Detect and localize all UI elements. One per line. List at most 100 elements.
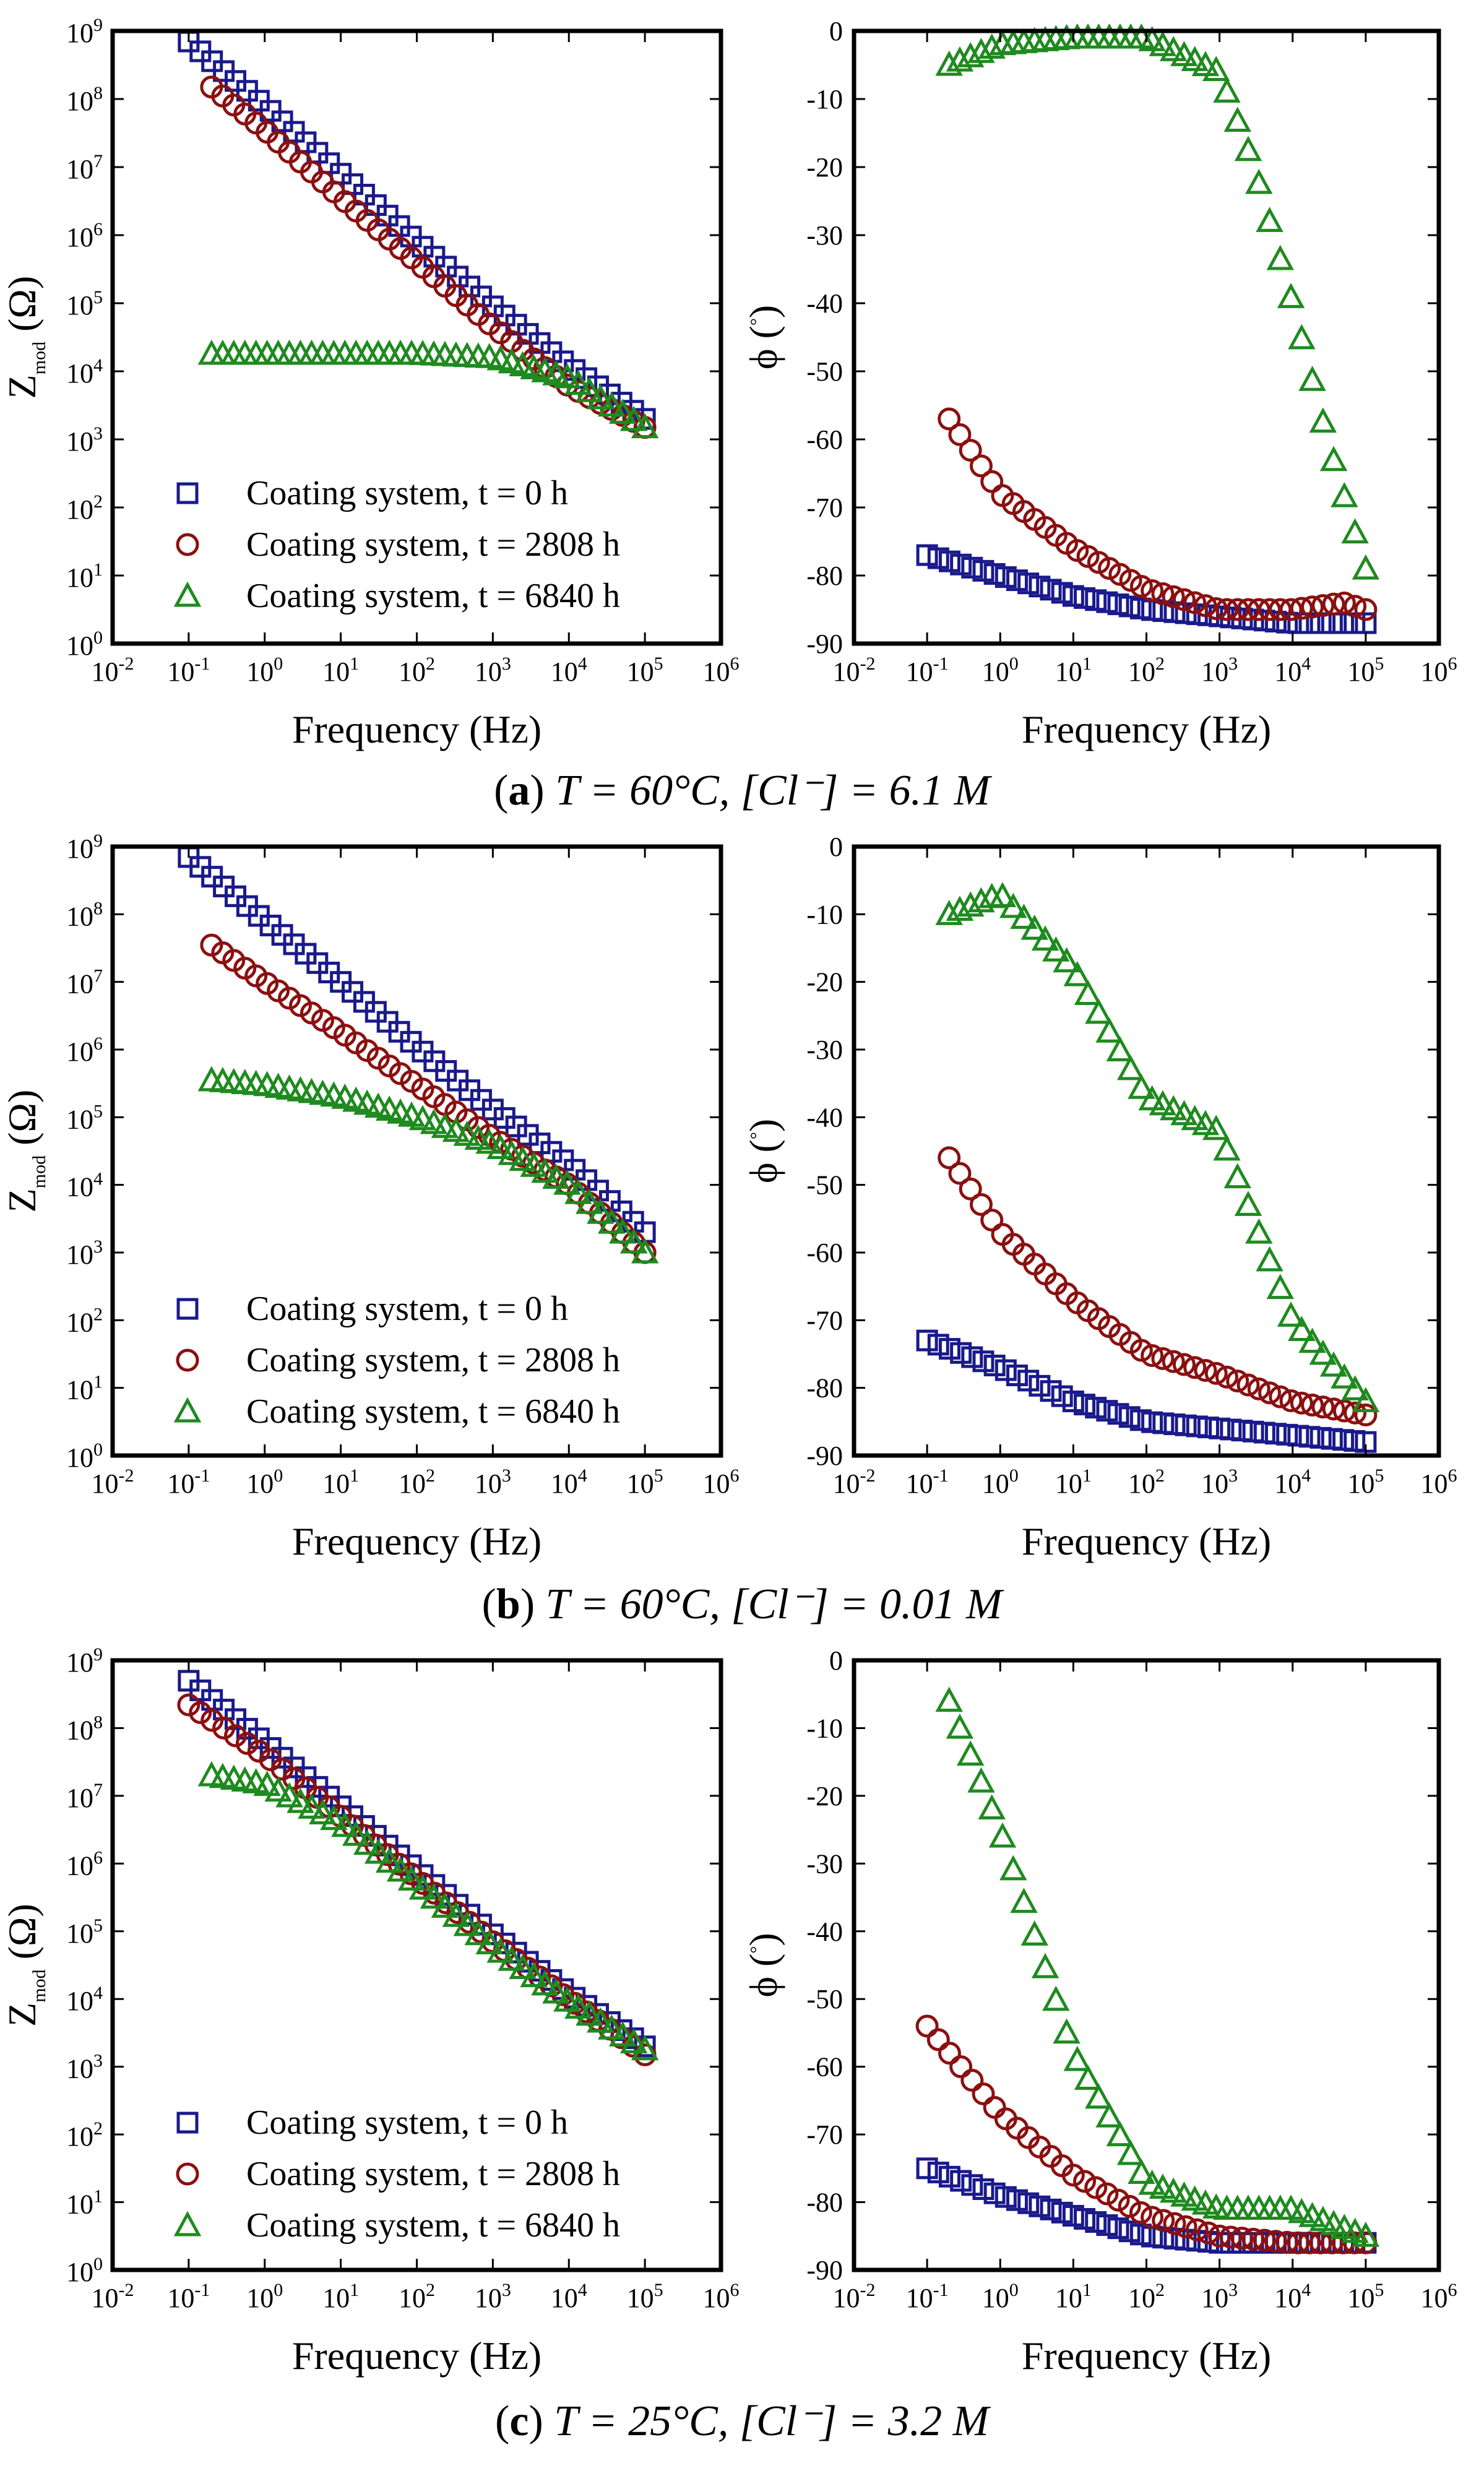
x-tick-label: 10-2 [833, 1465, 876, 1499]
data-point-circle [1151, 582, 1175, 605]
x-tick-label: 10-1 [906, 654, 949, 687]
data-point-square [927, 2162, 949, 2184]
data-point-square [1074, 587, 1096, 609]
data-point-square [916, 544, 938, 566]
data-point-triangle [1298, 365, 1326, 391]
data-point-circle [959, 439, 982, 462]
legend-marker-square [176, 2112, 199, 2134]
data-point-triangle [1223, 1163, 1251, 1189]
x-axis-label: Frequency (Hz) [1022, 707, 1271, 751]
data-point-triangle [598, 1208, 626, 1234]
data-point-square [1118, 595, 1141, 618]
data-point-triangle [988, 1822, 1017, 1848]
data-point-triangle [1213, 1135, 1241, 1161]
data-point-circle [1194, 594, 1217, 618]
y-tick-label: 107 [66, 1780, 103, 1813]
y-tick-label: 107 [66, 966, 103, 999]
data-point-circle [1309, 2231, 1332, 2254]
y-tick-label: 104 [66, 1983, 103, 2016]
data-point-square [1298, 1426, 1321, 1448]
data-point-square [1129, 2224, 1152, 2246]
data-point-circle [1290, 1391, 1313, 1415]
data-point-triangle [598, 391, 626, 417]
x-tick-label: 101 [322, 654, 359, 687]
data-point-triangle [1063, 960, 1092, 986]
data-point-square [1017, 1370, 1040, 1392]
data-point-square [1006, 1364, 1029, 1386]
data-point-triangle [464, 1920, 493, 1946]
data-point-square [916, 1329, 938, 1352]
data-point-square [1209, 1417, 1231, 1439]
y-tick-label: 109 [66, 15, 103, 48]
data-point-square [1309, 1426, 1332, 1449]
y-tick-label: -60 [806, 425, 843, 455]
data-point-triangle [935, 50, 963, 76]
data-point-circle [1129, 2201, 1152, 2224]
x-tick-label: 100 [246, 1465, 283, 1499]
data-point-square [1029, 1374, 1051, 1397]
data-point-triangle [1181, 1105, 1209, 1131]
data-point-triangle [1352, 2222, 1380, 2247]
x-tick-label: 100 [982, 1465, 1019, 1499]
data-point-circle [1226, 598, 1249, 621]
data-point-triangle [397, 1865, 426, 1891]
x-tick-label: 100 [246, 654, 283, 687]
data-point-square [994, 2186, 1017, 2208]
y-tick-label: 109 [66, 830, 103, 864]
data-point-triangle [275, 1782, 303, 1808]
data-point-triangle [967, 38, 995, 63]
x-tick-label: 103 [1201, 1465, 1238, 1499]
data-point-square [1074, 1394, 1096, 1416]
data-point-triangle [946, 46, 974, 72]
data-point-circle [1095, 2182, 1119, 2206]
y-tick-label: 102 [66, 2118, 103, 2152]
data-point-circle [235, 1732, 259, 1755]
data-point-square [961, 556, 983, 579]
data-point-circle [1301, 595, 1324, 619]
data-point-square [950, 2170, 972, 2192]
data-point-circle [938, 407, 961, 431]
y-tick-label: 104 [66, 1169, 103, 1202]
caption-c-text: T = 25°C, [Cl⁻] = 3.2 M [554, 2397, 991, 2445]
x-tick-label: 106 [1421, 1465, 1457, 1499]
data-point-triangle [1191, 1110, 1220, 1136]
legend-label: Coating system, t = 2808 h [246, 525, 620, 564]
data-point-square [1231, 1420, 1253, 1442]
data-point-circle [948, 1162, 972, 1185]
data-point-circle [959, 1177, 982, 1201]
y-tick-label: -30 [806, 220, 843, 251]
data-point-square [1017, 2192, 1040, 2214]
data-point-square [1062, 2204, 1084, 2227]
data-point-circle [1163, 2212, 1186, 2235]
data-point-triangle [1074, 980, 1102, 1005]
x-tick-label: 106 [703, 1465, 740, 1499]
x-tick-label: 100 [246, 2280, 283, 2313]
y-tick-label: -70 [806, 1305, 843, 1335]
data-point-triangle [631, 2035, 659, 2061]
data-point-triangle [587, 384, 615, 410]
y-tick-label: -80 [806, 561, 843, 591]
data-point-triangle [486, 1937, 514, 1963]
data-point-circle [1258, 598, 1282, 621]
data-point-triangle [498, 1946, 525, 1971]
y-tick-label: -20 [806, 1781, 843, 1811]
data-point-square [1096, 1400, 1118, 1422]
data-point-square [1129, 1409, 1152, 1431]
data-point-circle [1129, 1339, 1153, 1362]
data-point-triangle [1159, 36, 1188, 61]
data-point-circle [1258, 1381, 1282, 1405]
data-point-triangle [309, 1799, 337, 1825]
data-point-triangle [1181, 46, 1209, 71]
data-point-triangle [1341, 1375, 1369, 1400]
x-tick-label: 104 [551, 654, 587, 687]
data-point-triangle [978, 33, 1006, 59]
data-point-circle [1183, 591, 1207, 615]
data-point-circle [1151, 1347, 1175, 1370]
y-tick-label: 108 [66, 1712, 103, 1745]
y-tick-label: 101 [66, 1372, 103, 1405]
data-point-triangle [988, 882, 1017, 907]
data-point-triangle [1352, 1387, 1380, 1413]
x-axis-label: Frequency (Hz) [292, 707, 541, 751]
y-tick-label: -70 [806, 2120, 843, 2150]
data-point-circle [1332, 591, 1356, 615]
